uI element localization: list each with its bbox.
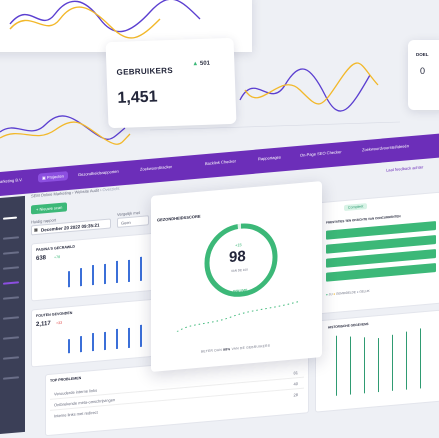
chart-bar [128, 327, 130, 348]
chart-bar [68, 339, 70, 354]
nav-keyword-tracker[interactable]: Zoekwoordtracker [140, 163, 173, 172]
nav-keyword-ideas[interactable]: Zoekwoordvoorstel/ideeën [362, 143, 409, 153]
breadcrumb-item[interactable]: Website Audit [74, 187, 99, 195]
background-card-right: DOEL 0 [408, 40, 439, 110]
competitor-card: Compleet PRESTATIES TEN OPZICHTE VAN CON… [315, 191, 439, 315]
nav-projects[interactable]: ▣ Projecten [38, 171, 68, 183]
chart-bar [68, 271, 70, 288]
sidebar-item[interactable] [3, 356, 19, 360]
middle-line-chart [0, 62, 401, 145]
health-gauge [176, 223, 302, 333]
legend-item: GEMIDDELDE [336, 290, 356, 296]
sidebar-item[interactable] [3, 266, 19, 270]
breadcrumb-item[interactable]: SEM Online Marketing [31, 189, 72, 199]
issue-name: Verouderde interne links [54, 387, 98, 397]
sidebar-item[interactable] [3, 281, 19, 285]
compare-select[interactable]: Geen [117, 215, 149, 228]
brand-name: arketing B.V. [0, 177, 23, 184]
history-line [336, 335, 337, 396]
sidebar-item[interactable] [3, 296, 19, 300]
users-delta-value: 501 [199, 60, 211, 67]
current-report-value: December 20 2022 09:35:21 [41, 222, 100, 233]
nav-backlink-checker[interactable]: Backlink Checker [205, 158, 236, 167]
new-scan-button[interactable]: + Nieuwe scan [31, 202, 68, 215]
arrow-up-icon: ▲ [192, 61, 199, 68]
new-scan-label: Nieuwe scan [39, 204, 63, 212]
users-value: 1,451 [117, 88, 158, 107]
history-line [350, 336, 351, 395]
users-delta: ▲ 501 [192, 61, 210, 68]
chart-bar [140, 324, 142, 347]
chart-bar [92, 332, 94, 352]
compare-value: Geen [121, 219, 131, 226]
sidebar-item[interactable] [3, 376, 19, 380]
history-line [420, 328, 421, 389]
legend-dot-icon: ● [333, 291, 336, 297]
health-footer-pre: BETER DAN [201, 347, 222, 354]
issue-count: 40 [293, 381, 298, 387]
breadcrumb: SEM Online Marketing › Website Audit › O… [31, 185, 120, 199]
health-score-card: GEZONDHEIDSSCORE +15 98 VAN DE 100 WAUW!… [151, 181, 322, 372]
sidebar-item[interactable] [3, 216, 17, 220]
health-footer: BETER DAN 98% VAN DE GEBRUIKERS [201, 344, 270, 354]
sidebar [0, 195, 25, 434]
nav-onpage-seo[interactable]: On-Page SEO Checker [300, 149, 342, 158]
chart-bar [116, 260, 118, 284]
pages-crawled-delta: +78 [54, 254, 61, 260]
issue-count: 28 [293, 392, 298, 398]
status-badge: Compleet [344, 203, 368, 212]
breadcrumb-item: Overzicht [102, 185, 120, 193]
top-line-chart [9, 0, 201, 39]
history-label: HISTORISCHE GEGEVENS [328, 321, 369, 330]
health-footer-post: VAN DE GEBRUIKERS [231, 343, 271, 351]
chart-bar [80, 268, 82, 287]
legend-dot-icon: ● [326, 292, 328, 297]
competitor-title: PRESTATIES TEN OPZICHTE VAN CONCURRENTEN [326, 214, 401, 225]
top-issues-label: TOP PROBLEMEN [50, 376, 82, 383]
legend-item: JIJ [328, 292, 333, 297]
pages-crawled-value: 638 [36, 255, 47, 263]
errors-label: FOUTEN GEVONDEN [36, 310, 73, 319]
errors-card: FOUTEN GEVONDEN 2,117 +33 [31, 298, 153, 368]
history-line [406, 331, 407, 390]
legend: ● JIJ ● GEMIDDELDE ● GELIJK [326, 289, 370, 297]
chart-bar [80, 336, 82, 353]
issue-count: 81 [293, 370, 298, 376]
pages-crawled-card: PAGINA'S GECRAWLD 638 +78 [31, 232, 153, 302]
health-footer-pct: 98% [223, 347, 231, 352]
users-card: GEBRUIKERS ▲ 501 1,451 [105, 37, 237, 129]
history-line [378, 338, 379, 393]
nav-projects-label: Projecten [46, 173, 64, 180]
history-line [364, 337, 365, 394]
sidebar-item[interactable] [3, 251, 19, 255]
calendar-icon: ▦ [34, 226, 38, 233]
sidebar-item[interactable] [3, 236, 19, 240]
history-card: HISTORISCHE GEGEVENS [315, 309, 439, 413]
pages-crawled-label: PAGINA'S GECRAWLD [36, 244, 75, 253]
chart-bar [104, 331, 106, 351]
goal-label: DOEL [416, 52, 429, 57]
nav-health-reports[interactable]: Gezondheidsrapporten [78, 168, 119, 178]
health-score-value: 98 [229, 247, 246, 267]
goal-value: 0 [420, 66, 426, 76]
sidebar-item[interactable] [3, 316, 19, 320]
health-delta: +15 [235, 242, 242, 248]
legend-item: GELIJK [359, 288, 370, 294]
issue-name: Interne links met redirect [54, 409, 98, 419]
users-title: GEBRUIKERS [116, 65, 174, 77]
chart-bar [116, 328, 118, 350]
chart-bar [128, 259, 130, 282]
errors-value: 2,117 [36, 320, 51, 329]
plus-icon: + [36, 206, 39, 213]
errors-delta: +33 [56, 320, 63, 326]
history-line [392, 334, 393, 391]
chart-bar [104, 263, 106, 285]
chart-bar [92, 264, 94, 286]
chart-bar [140, 256, 142, 281]
nav-reports[interactable]: Rapportages [258, 154, 281, 162]
background-chart-middle [0, 60, 439, 160]
sidebar-item[interactable] [3, 336, 19, 340]
folder-icon: ▣ [42, 174, 46, 181]
